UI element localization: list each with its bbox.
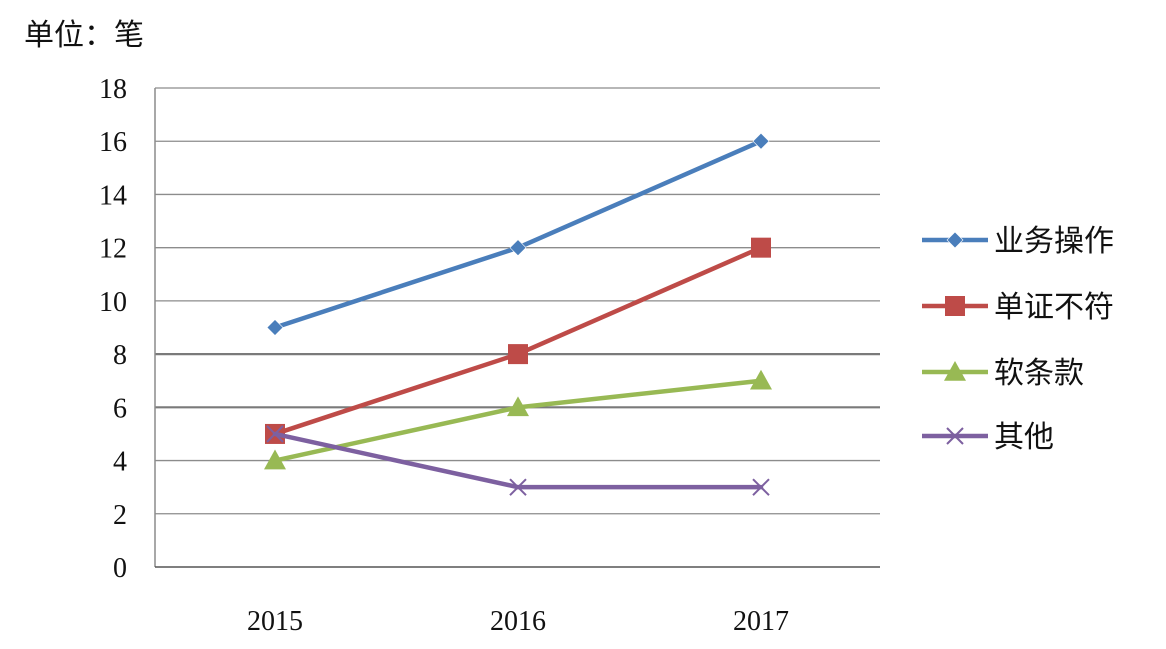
x-marker-stroke [752, 478, 770, 496]
gridlines [155, 87, 880, 515]
x-marker-stroke [266, 425, 284, 443]
series-3 [264, 369, 772, 470]
series-group [264, 132, 772, 496]
x-tick-label: 2017 [733, 606, 789, 637]
legend-label: 其他 [994, 420, 1054, 455]
data-point [750, 369, 772, 390]
y-tick-label: 8 [113, 340, 127, 371]
x-tick-label: 2015 [247, 606, 303, 637]
y-tick-labels: 0 2 4 6 8 10 12 14 16 18 [99, 74, 127, 584]
y-tick-label: 12 [99, 234, 127, 265]
data-point [509, 478, 527, 496]
y-tick-label: 14 [99, 180, 127, 211]
y-tick-label: 2 [113, 500, 127, 531]
y-tick-label: 4 [113, 447, 127, 478]
legend-label: 业务操作 [994, 224, 1114, 259]
legend-label: 单证不符 [994, 290, 1114, 325]
x-marker-stroke [946, 427, 964, 445]
x-tick-labels: 2015 2016 2017 [247, 606, 789, 637]
y-tick-label: 0 [113, 553, 127, 584]
unit-label: 单位：笔 [24, 18, 144, 53]
y-tick-label: 10 [99, 287, 127, 318]
data-point [508, 344, 528, 365]
data-point [266, 425, 284, 443]
legend-item: 软条款 [922, 356, 1084, 391]
legend-item: 单证不符 [922, 290, 1114, 325]
legend-marker [946, 427, 964, 445]
data-point [752, 132, 770, 150]
data-point [264, 449, 286, 470]
legend-item: 业务操作 [922, 224, 1114, 259]
legend-label: 软条款 [994, 356, 1084, 391]
x-marker-stroke [509, 478, 527, 496]
legend-marker [945, 296, 965, 316]
x-tick-label: 2016 [490, 606, 546, 637]
y-tick-label: 16 [99, 127, 127, 158]
data-point [266, 319, 284, 336]
y-tick-label: 18 [99, 74, 127, 105]
series-4 [266, 425, 770, 496]
legend-marker [946, 231, 964, 249]
axes [154, 88, 880, 568]
data-point [509, 239, 527, 257]
series-line [272, 138, 764, 330]
data-point [507, 396, 529, 417]
y-tick-label: 6 [113, 393, 127, 424]
legend-marker [944, 361, 966, 381]
data-point [751, 237, 771, 258]
data-point [752, 478, 770, 496]
legend-item: 其他 [922, 420, 1054, 455]
series-1 [266, 132, 770, 336]
